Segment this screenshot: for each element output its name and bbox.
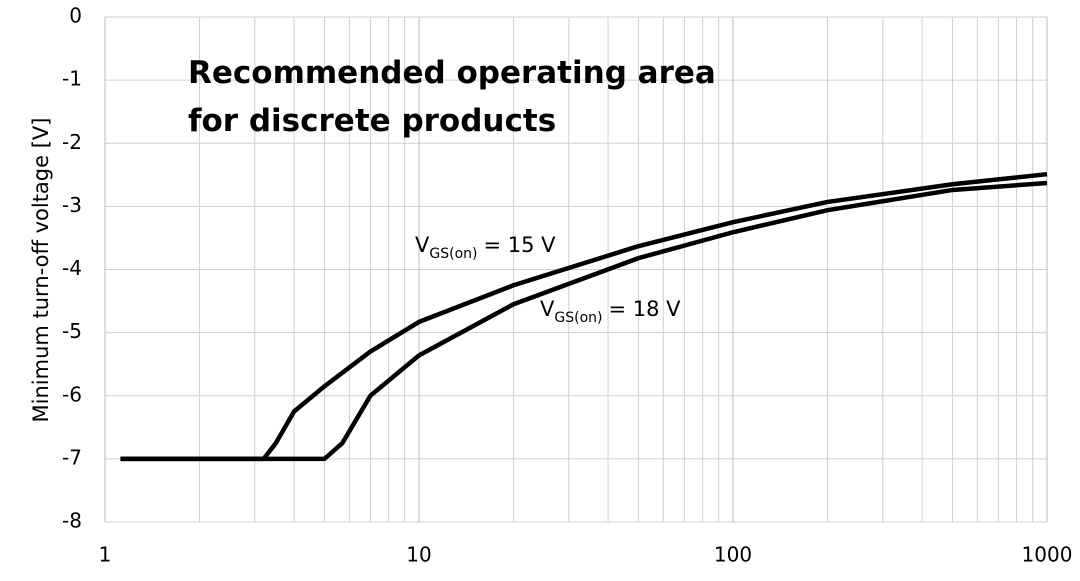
y-tick-label: -6 — [62, 382, 82, 406]
series-label: VGS(on) = 15 V — [415, 233, 556, 262]
x-tick-label: 1000 — [1022, 543, 1073, 567]
y-tick-label: -4 — [62, 256, 82, 280]
y-tick-label: -5 — [62, 319, 82, 343]
line — [120, 180, 1048, 462]
series-label-main: V — [540, 297, 555, 321]
y-axis-label: Minimum turn-off voltage [V] — [29, 118, 53, 423]
series-label-tail: = 18 V — [608, 297, 681, 321]
line — [120, 171, 1048, 462]
series-label-sub: GS(on) — [554, 310, 602, 326]
y-tick-label: 0 — [69, 4, 82, 28]
series-label-sub: GS(on) — [429, 246, 477, 262]
y-tick-label: -1 — [62, 67, 82, 91]
y-tick-label: -8 — [62, 509, 82, 533]
x-tick-label: 1 — [99, 543, 112, 567]
series-label-main: V — [415, 233, 430, 257]
y-tick-label: -2 — [62, 130, 82, 154]
series-label: VGS(on) = 18 V — [540, 297, 681, 326]
chart-title: for discrete products — [188, 103, 556, 139]
y-tick-label: -7 — [62, 445, 82, 469]
series-label-tail: = 15 V — [483, 233, 556, 257]
chart-title: Recommended operating area — [188, 55, 716, 91]
x-tick-label: 100 — [714, 543, 752, 567]
y-tick-label: -3 — [62, 193, 82, 217]
x-tick-label: 10 — [406, 543, 431, 567]
